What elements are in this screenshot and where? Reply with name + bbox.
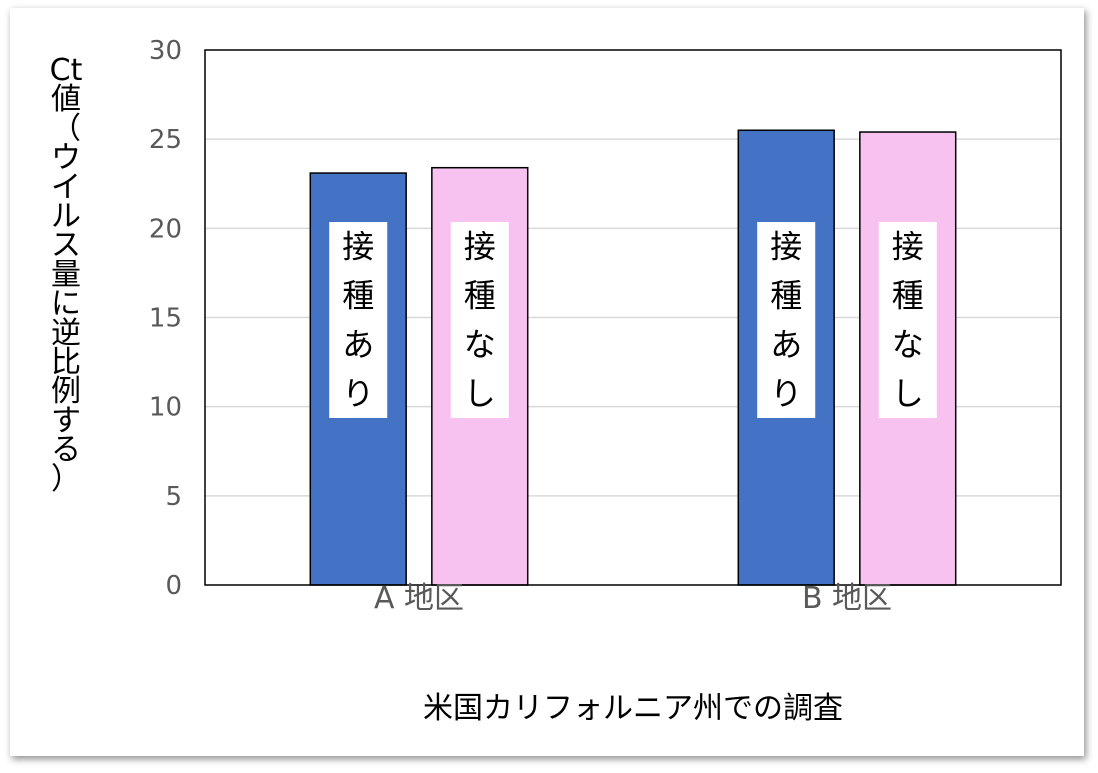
bar-chart: 接種あり 接種なし 接種あり 接種なし 0 5 10 15 20 25 30 A 地区 B 地区 C… <box>50 36 1062 726</box>
chart-frame: 接種あり 接種なし 接種あり 接種なし 0 5 10 15 20 25 30 A 地区 B 地区 C… <box>10 8 1084 756</box>
y-axis-ticks: 0 5 10 15 20 25 30 <box>149 36 182 601</box>
y-axis-title-text: Ct 値（ウイルス量に逆比例する） <box>50 53 83 497</box>
y-tick-label: 0 <box>165 571 182 601</box>
bar-label-box <box>757 222 816 418</box>
y-tick-label: 20 <box>149 214 182 244</box>
y-tick-label: 25 <box>149 125 182 155</box>
x-category-label: B 地区 <box>802 581 892 616</box>
plot-area-border <box>204 49 1062 586</box>
y-tick-label: 10 <box>149 393 182 423</box>
x-axis-categories: A 地区 B 地区 <box>374 581 892 616</box>
x-axis-title: 米国カリフォルニア州での調査 <box>423 691 843 726</box>
bar-label: 接種なし <box>464 228 496 413</box>
y-tick-label: 30 <box>149 36 182 66</box>
y-axis-title: Ct 値（ウイルス量に逆比例する） <box>50 53 83 497</box>
bar-label-box <box>329 222 388 418</box>
y-tick-label: 15 <box>149 304 182 334</box>
y-tick-label: 5 <box>165 482 182 512</box>
bars: 接種あり 接種なし 接種あり 接種なし <box>309 129 957 586</box>
x-category-label: A 地区 <box>374 581 464 616</box>
bar-label: 接種あり <box>770 228 802 413</box>
bar-label: 接種あり <box>342 228 374 413</box>
bar-label-box <box>878 222 937 418</box>
bar-label-box <box>450 222 509 418</box>
bar-label: 接種なし <box>892 228 924 413</box>
